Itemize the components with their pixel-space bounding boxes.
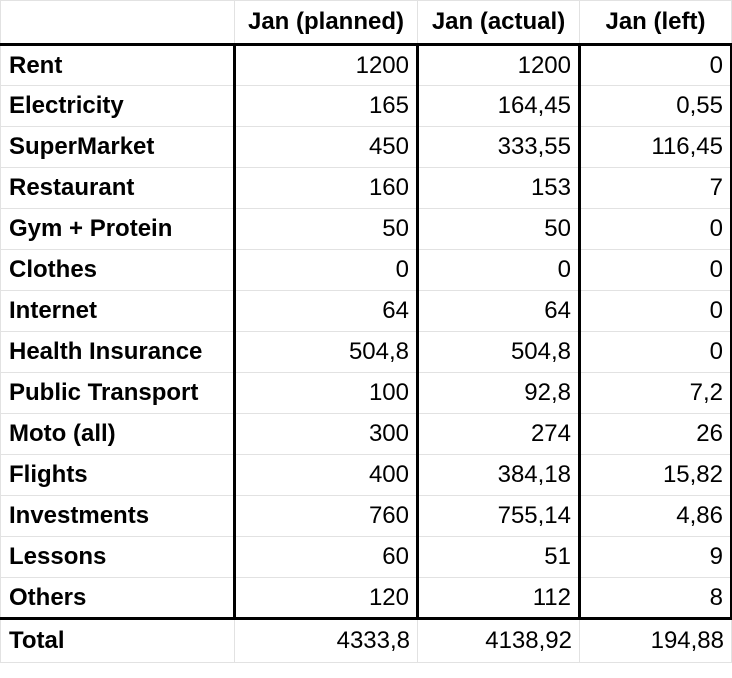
row-label-cell[interactable]: Flights	[0, 454, 235, 496]
left-cell[interactable]: 9	[579, 536, 732, 578]
row-label-cell[interactable]: Lessons	[0, 536, 235, 578]
planned-cell[interactable]: 1200	[233, 44, 419, 86]
planned-cell[interactable]: 100	[233, 372, 419, 414]
actual-cell[interactable]: 112	[417, 577, 581, 620]
left-cell[interactable]: 0	[579, 44, 732, 86]
actual-cell[interactable]: 92,8	[417, 372, 581, 414]
budget-table: Jan (planned) Jan (actual) Jan (left) Re…	[0, 0, 732, 663]
left-cell[interactable]: 0,55	[579, 85, 732, 127]
table-row: Lessons 60 51 9	[0, 536, 732, 578]
table-row: Others 120 112 8	[0, 577, 732, 620]
table-row: Moto (all) 300 274 26	[0, 413, 732, 455]
total-row: Total 4333,8 4138,92 194,88	[0, 618, 732, 663]
header-cell-empty[interactable]	[0, 0, 235, 46]
table-row: Investments 760 755,14 4,86	[0, 495, 732, 537]
actual-cell[interactable]: 164,45	[417, 85, 581, 127]
left-cell[interactable]: 116,45	[579, 126, 732, 168]
planned-cell[interactable]: 450	[233, 126, 419, 168]
planned-cell[interactable]: 165	[233, 85, 419, 127]
left-cell[interactable]: 15,82	[579, 454, 732, 496]
planned-cell[interactable]: 60	[233, 536, 419, 578]
header-cell-actual[interactable]: Jan (actual)	[417, 0, 580, 46]
actual-cell[interactable]: 274	[417, 413, 581, 455]
actual-cell[interactable]: 504,8	[417, 331, 581, 373]
row-label-cell[interactable]: Electricity	[0, 85, 235, 127]
table-row: Gym + Protein 50 50 0	[0, 208, 732, 250]
row-label-cell[interactable]: Health Insurance	[0, 331, 235, 373]
header-cell-left[interactable]: Jan (left)	[579, 0, 732, 46]
table-row: Clothes 0 0 0	[0, 249, 732, 291]
row-label-cell[interactable]: Moto (all)	[0, 413, 235, 455]
actual-cell[interactable]: 64	[417, 290, 581, 332]
total-planned-cell[interactable]: 4333,8	[234, 618, 418, 663]
table-row: Public Transport 100 92,8 7,2	[0, 372, 732, 414]
header-cell-planned[interactable]: Jan (planned)	[234, 0, 418, 46]
table-row: Rent 1200 1200 0	[0, 44, 732, 86]
actual-cell[interactable]: 153	[417, 167, 581, 209]
planned-cell[interactable]: 400	[233, 454, 419, 496]
actual-cell[interactable]: 0	[417, 249, 581, 291]
table-row: Internet 64 64 0	[0, 290, 732, 332]
left-cell[interactable]: 0	[579, 208, 732, 250]
left-cell[interactable]: 0	[579, 331, 732, 373]
total-actual-cell[interactable]: 4138,92	[417, 618, 580, 663]
table-row: SuperMarket 450 333,55 116,45	[0, 126, 732, 168]
row-label-cell[interactable]: Internet	[0, 290, 235, 332]
table-row: Health Insurance 504,8 504,8 0	[0, 331, 732, 373]
planned-cell[interactable]: 160	[233, 167, 419, 209]
row-label-cell[interactable]: Rent	[0, 44, 235, 86]
planned-cell[interactable]: 0	[233, 249, 419, 291]
planned-cell[interactable]: 64	[233, 290, 419, 332]
table-row: Flights 400 384,18 15,82	[0, 454, 732, 496]
left-cell[interactable]: 7	[579, 167, 732, 209]
planned-cell[interactable]: 760	[233, 495, 419, 537]
total-left-cell[interactable]: 194,88	[579, 618, 732, 663]
left-cell[interactable]: 0	[579, 290, 732, 332]
planned-cell[interactable]: 300	[233, 413, 419, 455]
left-cell[interactable]: 4,86	[579, 495, 732, 537]
total-label-cell[interactable]: Total	[0, 618, 235, 663]
table-row: Electricity 165 164,45 0,55	[0, 85, 732, 127]
planned-cell[interactable]: 504,8	[233, 331, 419, 373]
table-row: Restaurant 160 153 7	[0, 167, 732, 209]
planned-cell[interactable]: 50	[233, 208, 419, 250]
row-label-cell[interactable]: Investments	[0, 495, 235, 537]
actual-cell[interactable]: 51	[417, 536, 581, 578]
row-label-cell[interactable]: Gym + Protein	[0, 208, 235, 250]
actual-cell[interactable]: 384,18	[417, 454, 581, 496]
actual-cell[interactable]: 50	[417, 208, 581, 250]
left-cell[interactable]: 0	[579, 249, 732, 291]
row-label-cell[interactable]: Restaurant	[0, 167, 235, 209]
left-cell[interactable]: 8	[579, 577, 732, 620]
left-cell[interactable]: 26	[579, 413, 732, 455]
row-label-cell[interactable]: Clothes	[0, 249, 235, 291]
row-label-cell[interactable]: SuperMarket	[0, 126, 235, 168]
row-label-cell[interactable]: Public Transport	[0, 372, 235, 414]
left-cell[interactable]: 7,2	[579, 372, 732, 414]
actual-cell[interactable]: 333,55	[417, 126, 581, 168]
actual-cell[interactable]: 1200	[417, 44, 581, 86]
actual-cell[interactable]: 755,14	[417, 495, 581, 537]
header-row: Jan (planned) Jan (actual) Jan (left)	[0, 0, 732, 46]
row-label-cell[interactable]: Others	[0, 577, 235, 620]
planned-cell[interactable]: 120	[233, 577, 419, 620]
